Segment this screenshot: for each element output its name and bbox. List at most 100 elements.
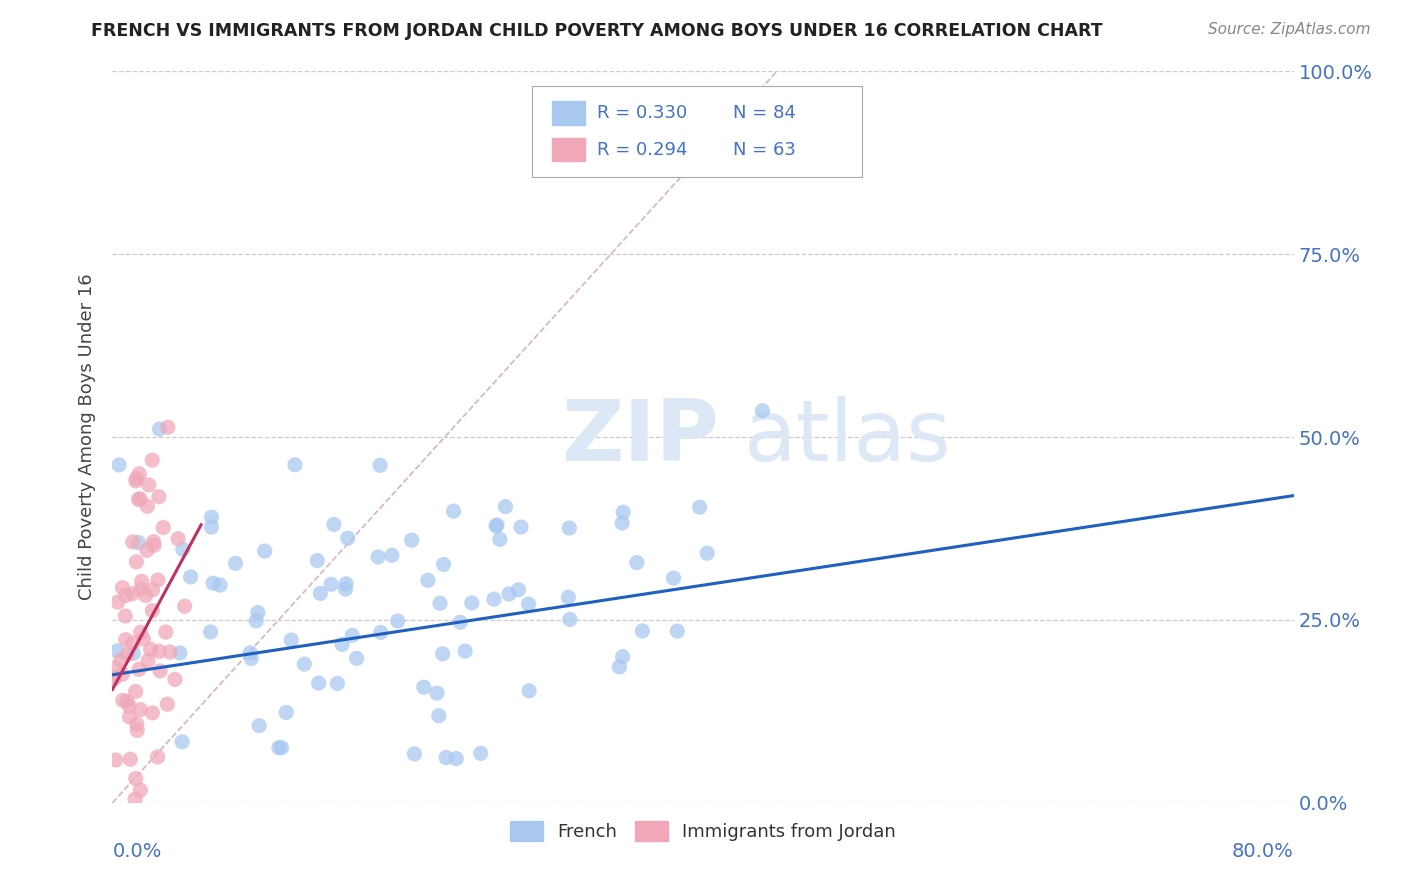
Point: [143, 538, 166, 552]
Point: [321, 577, 343, 591]
Point: [104, 660, 127, 674]
Point: [416, 574, 439, 588]
Point: [138, 478, 160, 492]
Point: [485, 519, 508, 533]
Point: [120, 752, 142, 766]
Point: [156, 697, 179, 711]
Y-axis label: Child Poverty Among Boys Under 16: Child Poverty Among Boys Under 16: [77, 274, 96, 600]
Point: [494, 500, 516, 514]
Point: [335, 577, 357, 591]
Point: [129, 703, 152, 717]
Bar: [551, 102, 585, 125]
Point: [612, 649, 634, 664]
Text: ZIP: ZIP: [561, 395, 718, 479]
Point: [308, 676, 330, 690]
Point: [114, 609, 136, 624]
Point: [200, 624, 222, 639]
Point: [172, 735, 194, 749]
Point: [429, 596, 451, 610]
Point: [114, 589, 136, 603]
Point: [107, 595, 129, 609]
Point: [322, 517, 344, 532]
Point: [103, 672, 125, 686]
Text: N = 84: N = 84: [733, 104, 796, 122]
Point: [276, 706, 298, 720]
Point: [432, 647, 454, 661]
Point: [159, 645, 181, 659]
Point: [146, 750, 169, 764]
Point: [666, 624, 689, 639]
Point: [172, 542, 194, 557]
Point: [129, 582, 152, 597]
Point: [131, 574, 153, 589]
Point: [148, 490, 170, 504]
Point: [139, 642, 162, 657]
Point: [132, 632, 155, 646]
Bar: [551, 138, 585, 161]
Point: [470, 747, 492, 761]
Point: [387, 614, 409, 628]
Point: [125, 555, 148, 569]
Point: [128, 662, 150, 676]
Point: [508, 582, 530, 597]
Point: [173, 599, 195, 614]
Point: [128, 492, 150, 507]
Point: [142, 534, 165, 549]
Point: [454, 644, 477, 658]
Point: [631, 624, 654, 638]
Point: [155, 625, 177, 640]
Point: [267, 740, 290, 755]
FancyBboxPatch shape: [531, 86, 862, 178]
Point: [280, 633, 302, 648]
Point: [461, 596, 484, 610]
Point: [136, 500, 159, 514]
Point: [662, 571, 685, 585]
Point: [381, 549, 404, 563]
Point: [517, 597, 540, 611]
Point: [401, 533, 423, 548]
Point: [404, 747, 426, 761]
Point: [105, 644, 128, 658]
Point: [200, 510, 222, 524]
Point: [200, 520, 222, 534]
Point: [209, 578, 232, 592]
Point: [336, 531, 359, 545]
Point: [149, 664, 172, 678]
Point: [169, 646, 191, 660]
Point: [284, 458, 307, 472]
Point: [292, 657, 315, 671]
Point: [141, 604, 163, 618]
Point: [111, 667, 134, 681]
Point: [152, 520, 174, 534]
Point: [125, 772, 148, 786]
Point: [330, 637, 353, 651]
Point: [156, 420, 179, 434]
Point: [167, 532, 190, 546]
Point: [517, 683, 540, 698]
Point: [110, 653, 132, 667]
Point: [367, 549, 389, 564]
Point: [125, 471, 148, 485]
Point: [125, 474, 148, 488]
Point: [125, 717, 148, 731]
Point: [108, 458, 131, 472]
Point: [103, 671, 125, 685]
Point: [129, 491, 152, 506]
Point: [127, 723, 149, 738]
Point: [557, 591, 579, 605]
Point: [148, 644, 170, 658]
Point: [689, 500, 711, 515]
Legend: French, Immigrants from Jordan: French, Immigrants from Jordan: [503, 814, 903, 848]
Point: [489, 533, 512, 547]
Point: [225, 557, 247, 571]
Point: [751, 403, 773, 417]
Point: [342, 628, 364, 642]
Point: [510, 520, 533, 534]
Point: [111, 693, 134, 707]
Point: [136, 543, 159, 558]
Point: [121, 535, 143, 549]
Point: [141, 582, 163, 597]
Point: [444, 751, 467, 765]
Point: [609, 660, 631, 674]
Point: [163, 673, 186, 687]
